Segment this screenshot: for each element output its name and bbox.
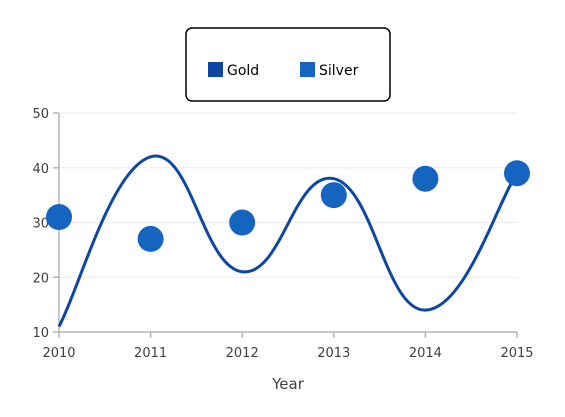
legend-swatch-gold: [208, 62, 223, 77]
series-gold-line: [57, 154, 519, 328]
y-tick-label: 40: [32, 162, 49, 177]
x-tick-label: 2012: [226, 346, 259, 361]
legend-box: [185, 27, 391, 102]
legend-label-silver: Silver: [319, 63, 359, 79]
y-tick-label: 10: [32, 326, 49, 341]
plot-area: [46, 154, 530, 328]
x-tick-label: 2015: [500, 346, 533, 361]
x-axis-title: Year: [271, 375, 305, 393]
x-tick-label: 2010: [42, 346, 75, 361]
y-tick-label: 30: [32, 217, 49, 232]
legend-swatch-silver: [300, 62, 315, 77]
x-tick-label: 2013: [317, 346, 350, 361]
legend-label-gold: Gold: [227, 63, 259, 79]
axes: 10 20 30 40 50 2010 2011 2012 2013 2014 2015: [32, 107, 533, 361]
chart-legend: Gold Silver: [185, 27, 391, 102]
y-tick-label: 50: [32, 107, 49, 122]
series-silver-point[interactable]: [46, 204, 72, 231]
series-silver-point[interactable]: [320, 182, 347, 209]
x-tick-label: 2014: [409, 346, 442, 361]
x-tick-label: 2011: [134, 346, 167, 361]
series-silver-point[interactable]: [412, 165, 439, 192]
series-silver-point[interactable]: [137, 225, 164, 252]
series-silver-point[interactable]: [229, 209, 256, 236]
series-silver-point[interactable]: [504, 160, 530, 187]
y-tick-label: 20: [32, 271, 49, 286]
gridlines: [59, 112, 517, 278]
